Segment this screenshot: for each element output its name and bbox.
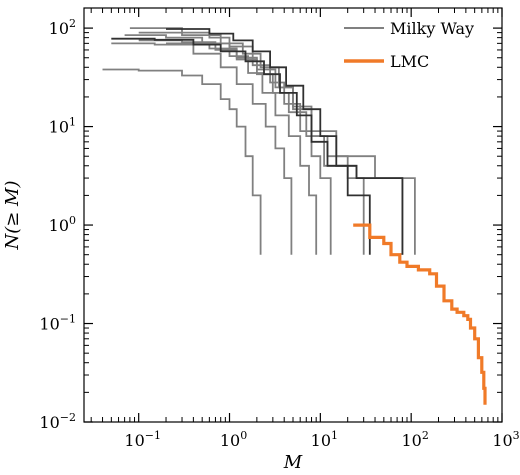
legend: Milky Way LMC — [344, 19, 474, 71]
series-milky-way — [111, 42, 293, 255]
y-tick-label: 100 — [49, 214, 76, 235]
y-tick-label: 10−2 — [39, 411, 76, 432]
plot-frame — [83, 7, 503, 423]
x-tick-label: 103 — [492, 429, 519, 450]
x-tick-label: 101 — [311, 429, 338, 450]
x-tick-label: 100 — [220, 429, 247, 450]
legend-label: LMC — [390, 52, 429, 71]
tick-labels: 10−1 100 101 102 103 10−2 10−1 100 101 102 — [39, 17, 519, 450]
y-tick-label: 101 — [49, 116, 76, 137]
x-axis-label: M — [283, 452, 303, 473]
series-milky-way — [111, 37, 371, 255]
x-tick-label: 10−1 — [124, 429, 161, 450]
y-tick-label: 102 — [49, 17, 76, 38]
legend-label: Milky Way — [390, 19, 474, 38]
x-tick-label: 102 — [401, 429, 428, 450]
series-milky-way — [102, 68, 262, 255]
series-milky-way — [166, 42, 416, 255]
series-lmc — [353, 223, 487, 405]
minor-ticks — [84, 8, 502, 422]
y-tick-label: 10−1 — [39, 313, 76, 334]
y-axis-label: N(≥ M) — [2, 180, 23, 250]
series-milky-way — [124, 34, 318, 255]
series-milky-way — [166, 28, 404, 255]
series-layer — [102, 27, 487, 405]
